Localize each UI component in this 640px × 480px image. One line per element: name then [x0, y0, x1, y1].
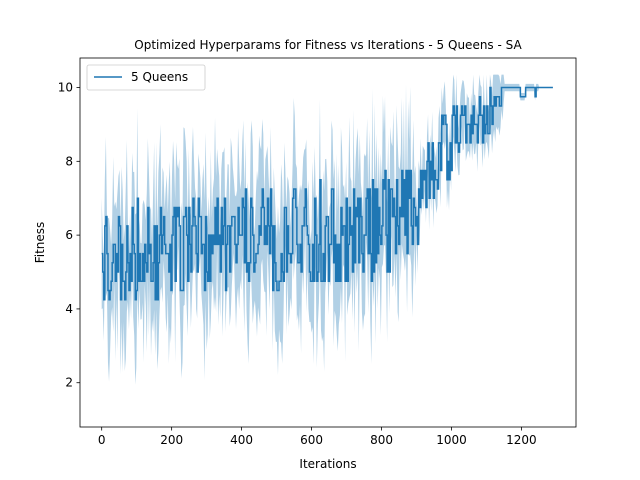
y-tick-label: 2 — [65, 376, 73, 390]
x-tick-label: 400 — [230, 433, 253, 447]
y-axis: 2 4 6 8 10 — [58, 81, 80, 390]
y-tick-label: 10 — [58, 81, 73, 95]
plot-frame — [79, 57, 577, 428]
x-tick-label: 1200 — [506, 433, 537, 447]
y-tick-label: 8 — [65, 154, 73, 168]
x-tick-label: 200 — [160, 433, 183, 447]
legend-label-5-queens: 5 Queens — [131, 70, 188, 84]
y-tick-label: 4 — [65, 302, 73, 316]
x-tick-label: 600 — [300, 433, 323, 447]
legend: 5 Queens — [86, 64, 206, 91]
series-line-5-queens — [101, 86, 553, 301]
x-axis-label: Iterations — [299, 457, 356, 471]
y-axis-label: Fitness — [33, 222, 47, 264]
chart-title: Optimized Hyperparams for Fitness vs Ite… — [134, 38, 522, 52]
legend-box — [86, 64, 206, 91]
x-tick-label: 800 — [370, 433, 393, 447]
x-tick-label: 0 — [98, 433, 106, 447]
y-tick-label: 6 — [65, 228, 73, 242]
x-axis: 0 200 400 600 800 1000 1200 — [98, 427, 537, 447]
x-tick-label: 1000 — [436, 433, 467, 447]
